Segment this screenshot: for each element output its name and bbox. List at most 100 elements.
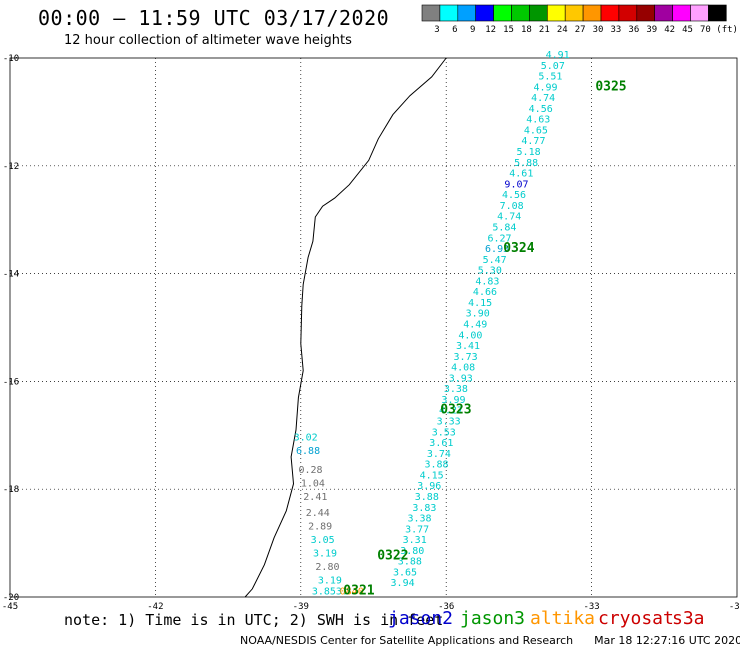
longitude-tick-label: -36 [438, 602, 454, 610]
wave-height-value: 3.77 [405, 524, 429, 535]
wave-height-value: 9.07 [504, 179, 528, 190]
wave-height-value: 3.83 [412, 503, 436, 514]
satellite-label-s3a: s3a [672, 608, 705, 629]
wave-height-value: 4.49 [463, 320, 487, 331]
altimeter-map: -45 -42 -39 -36 -33 -30 -10 -12 -14 -16 -18 -20 4.91… [2, 50, 740, 610]
wave-height-value: 3.73 [454, 352, 478, 363]
legend-tick-label: 27 [575, 25, 586, 35]
wave-height-value: 4.77 [521, 136, 545, 147]
wave-height-value: 3.80 [400, 546, 424, 557]
pass-time-label: 0321 [343, 583, 374, 598]
legend-tick-label: 9 [470, 25, 475, 35]
footer-agency: NOAA/NESDIS Center for Satellite Applica… [240, 634, 574, 647]
wave-height-value: 4.83 [475, 276, 499, 287]
wave-height-value: 5.07 [541, 61, 565, 72]
wave-height-value: 6.27 [487, 233, 511, 244]
satellite-label-altika: altika [530, 608, 596, 629]
latitude-tick-label: -20 [3, 593, 19, 603]
wave-height-value: 3.61 [429, 438, 453, 449]
page-subtitle: 12 hour collection of altimeter wave hei… [64, 33, 352, 48]
wave-height-value: 4.99 [534, 82, 558, 93]
legend-tick-label: 42 [664, 25, 675, 35]
latitude-tick-label: -16 [3, 377, 19, 387]
wave-height-value: 4.65 [524, 125, 548, 136]
wave-height-value: 5.18 [517, 147, 541, 158]
wave-height-value: 1.04 [301, 479, 325, 490]
latitude-tick-label: -12 [3, 162, 19, 172]
wave-height-value: 4.63 [526, 115, 550, 126]
legend-tick-label: 33 [611, 25, 622, 35]
wave-height-value: 3.88 [415, 492, 439, 503]
legend-tick-label: 45 [682, 25, 693, 35]
wave-height-value: 3.19 [318, 576, 342, 587]
wave-height-value: 4.74 [497, 212, 521, 223]
latitude-tick-label: -18 [3, 485, 19, 495]
wave-height-value: 3.853. [312, 586, 348, 597]
wave-height-value: 3.05 [311, 535, 335, 546]
pass-time-label: 0322 [377, 548, 408, 563]
wave-height-value: 3.96 [417, 481, 441, 492]
longitude-tick-label: -45 [2, 602, 18, 610]
wave-height-value: 3.38 [407, 514, 431, 525]
satellite-label-cryosat: cryosat [598, 608, 674, 629]
wave-height-value: 3.94 [391, 578, 415, 589]
legend-unit: (ft) [716, 25, 738, 35]
legend-tick-label: 12 [485, 25, 496, 35]
wave-height-value: 6.93 [485, 244, 509, 255]
wave-height-value: 0.28 [298, 465, 322, 476]
wave-height-value: 3.65 [393, 567, 417, 578]
longitude-tick-label: -33 [583, 602, 599, 610]
wave-height-value: 4.66 [473, 287, 497, 298]
wave-height-value: 4.15 [468, 298, 492, 309]
wave-height-value: 4.56 [529, 104, 553, 115]
footer-credit: NOAA/NESDIS Center for Satellite Applica… [240, 634, 740, 647]
wave-height-value: 3.41 [456, 341, 480, 352]
legend-swatch [708, 4, 727, 22]
wave-height-value: 3.88 [398, 557, 422, 568]
wave-height-value: 4.56 [502, 190, 526, 201]
units-note: note: 1) Time is in UTC; 2) SWH is in fe… [64, 611, 444, 629]
wave-height-value: 3.99 [441, 395, 465, 406]
longitude-tick-label: -39 [293, 602, 309, 610]
wave-height-value: 3.33 [437, 417, 461, 428]
legend-tick-label: 39 [646, 25, 657, 35]
legend-tick-label: 36 [628, 25, 639, 35]
wave-height-value: 0840 [340, 586, 364, 597]
wave-height-value: 5.47 [483, 255, 507, 266]
legend-tick-label: 15 [503, 25, 514, 35]
wave-height-value: 5.88 [514, 158, 538, 169]
latitude-tick-label: -10 [3, 54, 19, 64]
wave-height-value: 5.30 [478, 266, 502, 277]
wave-height-value: 6.88 [296, 446, 320, 457]
wave-height-value: 7.08 [500, 201, 524, 212]
wave-height-value: 3.90 [466, 309, 490, 320]
legend-tick-label: 70 [700, 25, 711, 35]
wave-height-value: 2.89 [308, 522, 332, 533]
longitude-tick-label: -42 [147, 602, 163, 610]
wave-height-value: 3.02 [294, 433, 318, 444]
wave-height-value: 4.61 [509, 169, 533, 180]
legend-tick-label: 3 [434, 25, 439, 35]
wave-height-value: 2.41 [303, 492, 327, 503]
latitude-tick-label: -14 [3, 270, 19, 280]
wave-height-value: 2.80 [315, 562, 339, 573]
coastline [244, 57, 447, 598]
satellite-label-jason2: jason2 [388, 608, 454, 629]
wave-height-value: 3.93 [449, 373, 473, 384]
map-frame [9, 57, 738, 598]
pass-time-label: 0324 [503, 241, 534, 256]
wave-height-value: 4.08 [451, 363, 475, 374]
wave-height-value: 5.84 [492, 222, 516, 233]
wave-height-value: 3.53 [432, 427, 456, 438]
wave-height-value: 3.38 [444, 384, 468, 395]
color-legend: 3 6 9 12 15 18 21 24 27 30 33 36 39 42 45 70 (ft) [421, 4, 738, 35]
wave-height-value: 5.51 [538, 72, 562, 83]
pass-time-label: 0325 [595, 79, 626, 94]
page-title: 00:00 – 11:59 UTC 03/17/2020 [38, 6, 390, 30]
legend-tick-label: 24 [557, 25, 568, 35]
wave-height-value: 3.19 [313, 549, 337, 560]
footer-timestamp: Mar 18 12:27:16 UTC 2020 [594, 634, 740, 647]
wave-height-value: 3.74 [427, 449, 451, 460]
wave-height-value: 4.74 [531, 93, 555, 104]
